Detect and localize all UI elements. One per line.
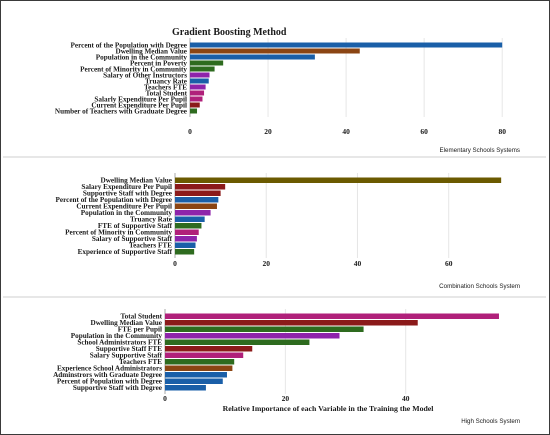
bar: [175, 236, 197, 242]
bar: [165, 378, 223, 384]
category-label: Salarly Expenditure Per Pupil: [94, 95, 187, 103]
category-label: Truancy Rate: [145, 77, 187, 85]
bar: [190, 78, 209, 84]
category-label: FTE per Pupil: [118, 326, 162, 334]
category-label: Dwelling Median Value: [101, 177, 172, 185]
panel-caption: Combination Schools System: [439, 283, 520, 290]
category-label: FTE of Supportive Staff: [98, 222, 173, 230]
category-label: Dwelling Median Value: [116, 47, 187, 55]
category-label: Supportive Staff with Degree: [83, 190, 172, 198]
bar: [190, 90, 205, 96]
category-label: Percent of Minority in Community: [80, 65, 187, 73]
x-tick-label: 60: [445, 259, 453, 268]
x-tick-label: 40: [354, 259, 362, 268]
bar: [165, 346, 253, 352]
category-label: Percent of the Population with Degree: [55, 196, 172, 204]
panel-caption: Elementary Schools Systems: [440, 147, 520, 154]
category-label: Experience School Administrators: [57, 365, 162, 373]
bar: [165, 385, 206, 391]
category-label: Current Expenditure Per Pupil: [76, 203, 172, 211]
figure-title: Gradient Boosting Method: [172, 27, 287, 38]
x-tick-label: 0: [173, 259, 177, 268]
x-tick-label: 0: [188, 127, 192, 136]
chart-panels: 0 20 40 60 80 Percent of the Population with …: [53, 38, 520, 425]
bar: [190, 48, 360, 54]
category-label: Dwelling Median Value: [91, 319, 162, 327]
bar: [190, 102, 200, 108]
category-label: School Administrators FTE: [77, 339, 162, 347]
bar: [190, 66, 215, 72]
category-label: Truancy Rate: [130, 216, 172, 224]
x-tick-label: 60: [420, 127, 428, 136]
bar: [190, 84, 206, 90]
bar: [175, 242, 196, 248]
category-label: Experience of Supportive Staff: [78, 248, 173, 256]
category-label: Adminstrors with Graduate Degree: [53, 371, 162, 379]
category-label: Supportive Staff with Degree: [73, 384, 162, 392]
category-label: Number of Teachers with Graduate Degree: [55, 107, 187, 115]
bar: [175, 197, 219, 203]
bar: [190, 108, 198, 114]
bar: [175, 184, 226, 190]
category-label: Percent of Population with Degree: [57, 378, 162, 386]
panel-caption: High Schools System: [461, 418, 520, 425]
category-label: Total Student: [121, 313, 163, 321]
x-tick-label: 20: [264, 127, 272, 136]
bar: [165, 326, 364, 332]
category-label: Current Expenditure Per Pupil: [91, 101, 187, 109]
bar: [165, 333, 340, 339]
chart-panel-1: 0 20 40 60 80 Percent of the Population with …: [55, 38, 520, 154]
category-label: Total Student: [146, 89, 188, 97]
x-tick-label: 40: [402, 394, 410, 403]
bar: [165, 365, 233, 371]
bar: [175, 223, 202, 229]
bar: [165, 352, 244, 358]
x-tick-label: 20: [262, 259, 270, 268]
category-label: Salary of Other Instructors: [103, 71, 187, 79]
bar: [165, 339, 310, 345]
category-label: Salary Supportive Staff: [90, 352, 163, 360]
bar: [175, 216, 205, 222]
category-label: Population in the Community: [81, 209, 173, 217]
x-tick-label: 80: [498, 127, 506, 136]
category-label: Percent of the Population with Degree: [70, 41, 187, 49]
bar: [190, 60, 224, 66]
bar: [165, 313, 499, 319]
category-label: Percent of Minority in Community: [65, 229, 172, 237]
category-label: Salary Expenditure Per Pupil: [81, 183, 172, 191]
category-label: Supportive Staff FTE: [96, 345, 162, 353]
bar: [190, 72, 210, 78]
bar: [165, 359, 235, 365]
category-label: Salary of Supportive Staff: [92, 235, 173, 243]
x-axis-label: Relative Importance of each Variable in …: [223, 404, 435, 413]
bar: [175, 210, 211, 216]
bar: [190, 96, 203, 102]
bar: [175, 229, 199, 235]
category-label: Teachers FTE: [144, 83, 187, 91]
x-tick-label: 20: [282, 394, 290, 403]
bar: [190, 54, 315, 60]
category-label: Teachers FTE: [119, 358, 162, 366]
category-label: Percent in Poverty: [130, 59, 187, 67]
bar: [165, 320, 418, 326]
x-tick-label: 40: [342, 127, 350, 136]
category-label: Population in the Community: [96, 53, 188, 61]
bar: [175, 203, 217, 209]
x-tick-label: 0: [163, 394, 167, 403]
bar: [190, 42, 503, 48]
bar: [175, 177, 502, 183]
category-label: Population in the Community: [71, 332, 163, 340]
bar: [165, 372, 227, 378]
bar: [175, 249, 195, 255]
category-label: Teachers FTE: [129, 242, 172, 250]
bar: [175, 190, 221, 196]
